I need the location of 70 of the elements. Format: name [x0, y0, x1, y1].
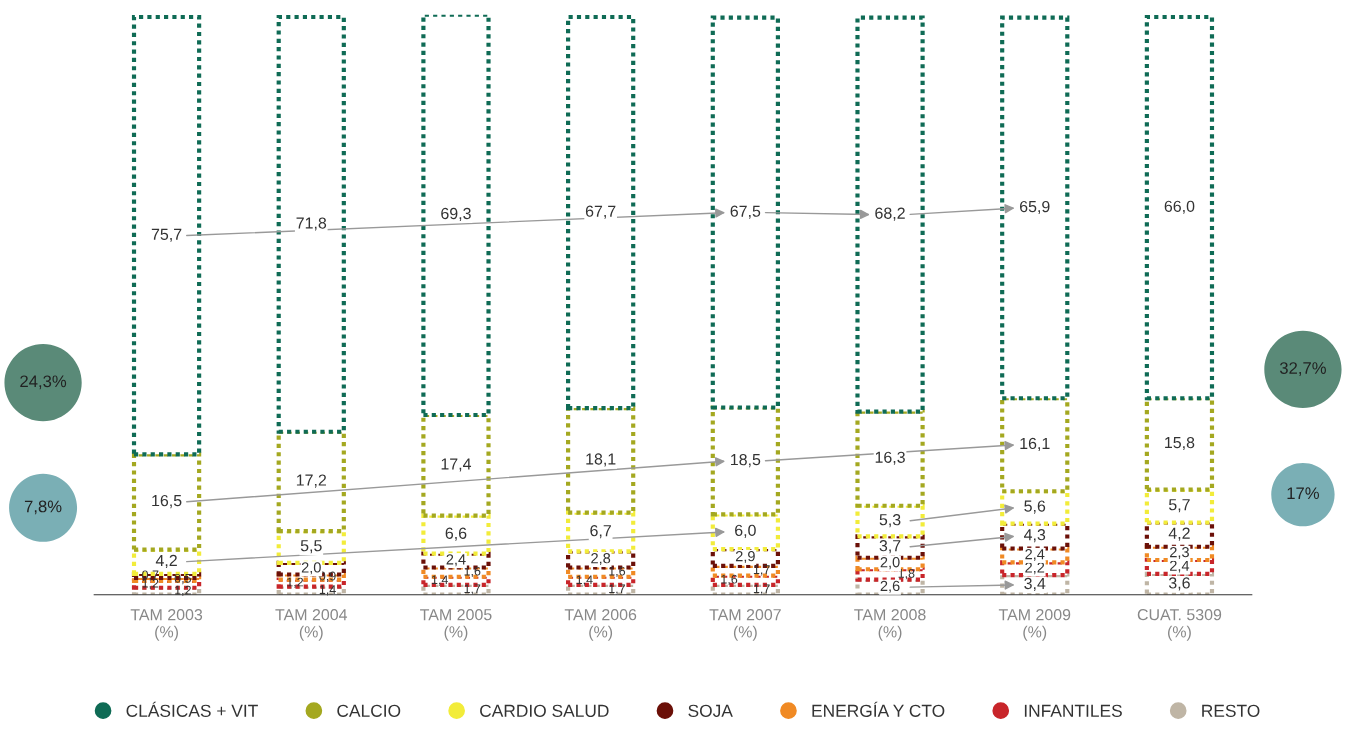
- x-tick-label: TAM 2009 (%): [998, 609, 1071, 641]
- data-label: 1,2: [175, 585, 191, 597]
- data-label: 1,4: [319, 585, 336, 596]
- data-label: 1,7: [464, 584, 481, 595]
- data-label: 1,4: [576, 575, 593, 586]
- data-label: 2,4: [1170, 560, 1190, 573]
- legend-label: CALCIO: [337, 704, 401, 717]
- data-label: 75,7: [151, 228, 182, 242]
- data-label: 67,7: [585, 205, 616, 219]
- data-label: 17,4: [441, 458, 472, 472]
- data-label: 1,7: [753, 565, 770, 576]
- data-label: 2,9: [735, 551, 755, 564]
- x-tick-label: TAM 2008 (%): [854, 609, 926, 641]
- data-label: 4,3: [1024, 529, 1046, 543]
- x-tick-label: TAM 2003 (%): [130, 609, 203, 641]
- data-label: 6,0: [735, 524, 756, 538]
- text: 24,3%: [20, 375, 67, 390]
- data-label: 67,5: [730, 205, 761, 219]
- text: 17%: [1287, 487, 1320, 499]
- data-label: 3,7: [879, 540, 901, 554]
- text: 7,8%: [24, 500, 62, 515]
- data-label: 2,3: [1170, 546, 1189, 560]
- data-label: 1,7: [609, 584, 625, 595]
- data-label: 0,5: [174, 573, 192, 585]
- data-label: 4,2: [155, 554, 177, 568]
- x-tick-label: TAM 2006 (%): [564, 609, 637, 641]
- data-label: 2,4: [446, 554, 466, 567]
- data-label: 5,3: [879, 514, 901, 528]
- data-label: 18,5: [731, 453, 761, 468]
- data-label: 2,8: [591, 553, 611, 566]
- data-label: 2,0: [301, 562, 321, 575]
- data-label: 6,7: [590, 524, 611, 539]
- data-label: 1,6: [464, 566, 481, 577]
- text: 32,7%: [1279, 362, 1326, 376]
- data-label: 15,8: [1165, 436, 1195, 451]
- data-label: 1,8: [898, 568, 915, 580]
- data-label: 68,2: [875, 207, 905, 221]
- legend-label: INFANTILES: [1024, 704, 1122, 717]
- data-label: 1,2: [287, 577, 304, 588]
- data-label: 18,1: [586, 453, 616, 467]
- data-label: 5,7: [1168, 499, 1190, 513]
- x-tick-label: TAM 2005 (%): [420, 609, 492, 641]
- x-tick-label: TAM 2004 (%): [275, 609, 348, 641]
- data-label: 6,6: [445, 527, 467, 541]
- legend-label: RESTO: [1202, 704, 1260, 717]
- data-label: 65,9: [1020, 200, 1050, 215]
- data-label: 16,1: [1020, 437, 1050, 451]
- data-label: 5,6: [1024, 500, 1046, 514]
- data-label: 16,3: [875, 451, 905, 465]
- legend-label: ENERGÍA Y CTO: [812, 701, 945, 717]
- data-label: 2,0: [880, 557, 900, 570]
- data-label: 66,0: [1164, 200, 1195, 214]
- data-label: 1,6: [609, 566, 626, 577]
- data-label: 69,3: [441, 207, 471, 222]
- x-tick-label: CUAT. 5309 (%): [1137, 609, 1222, 641]
- data-label: 16,5: [152, 494, 182, 509]
- x-tick-label: TAM 2007 (%): [709, 609, 781, 641]
- legend-label: SOJA: [688, 704, 733, 717]
- data-label: 71,8: [296, 217, 327, 231]
- data-label: 2,2: [1025, 562, 1045, 575]
- data-label: 1,7: [753, 584, 770, 595]
- data-label: 5,5: [300, 540, 322, 554]
- legend-label: CARDIO SALUD: [480, 704, 609, 717]
- data-label: 2,6: [880, 580, 900, 593]
- data-label: 2,4: [1025, 549, 1045, 562]
- data-label: 3,4: [1024, 577, 1046, 592]
- data-label: 17,2: [296, 474, 327, 488]
- legend-label: CLÁSICAS + VIT: [126, 701, 258, 717]
- data-label: 3,6: [1168, 577, 1190, 591]
- data-label: 4,2: [1168, 527, 1190, 541]
